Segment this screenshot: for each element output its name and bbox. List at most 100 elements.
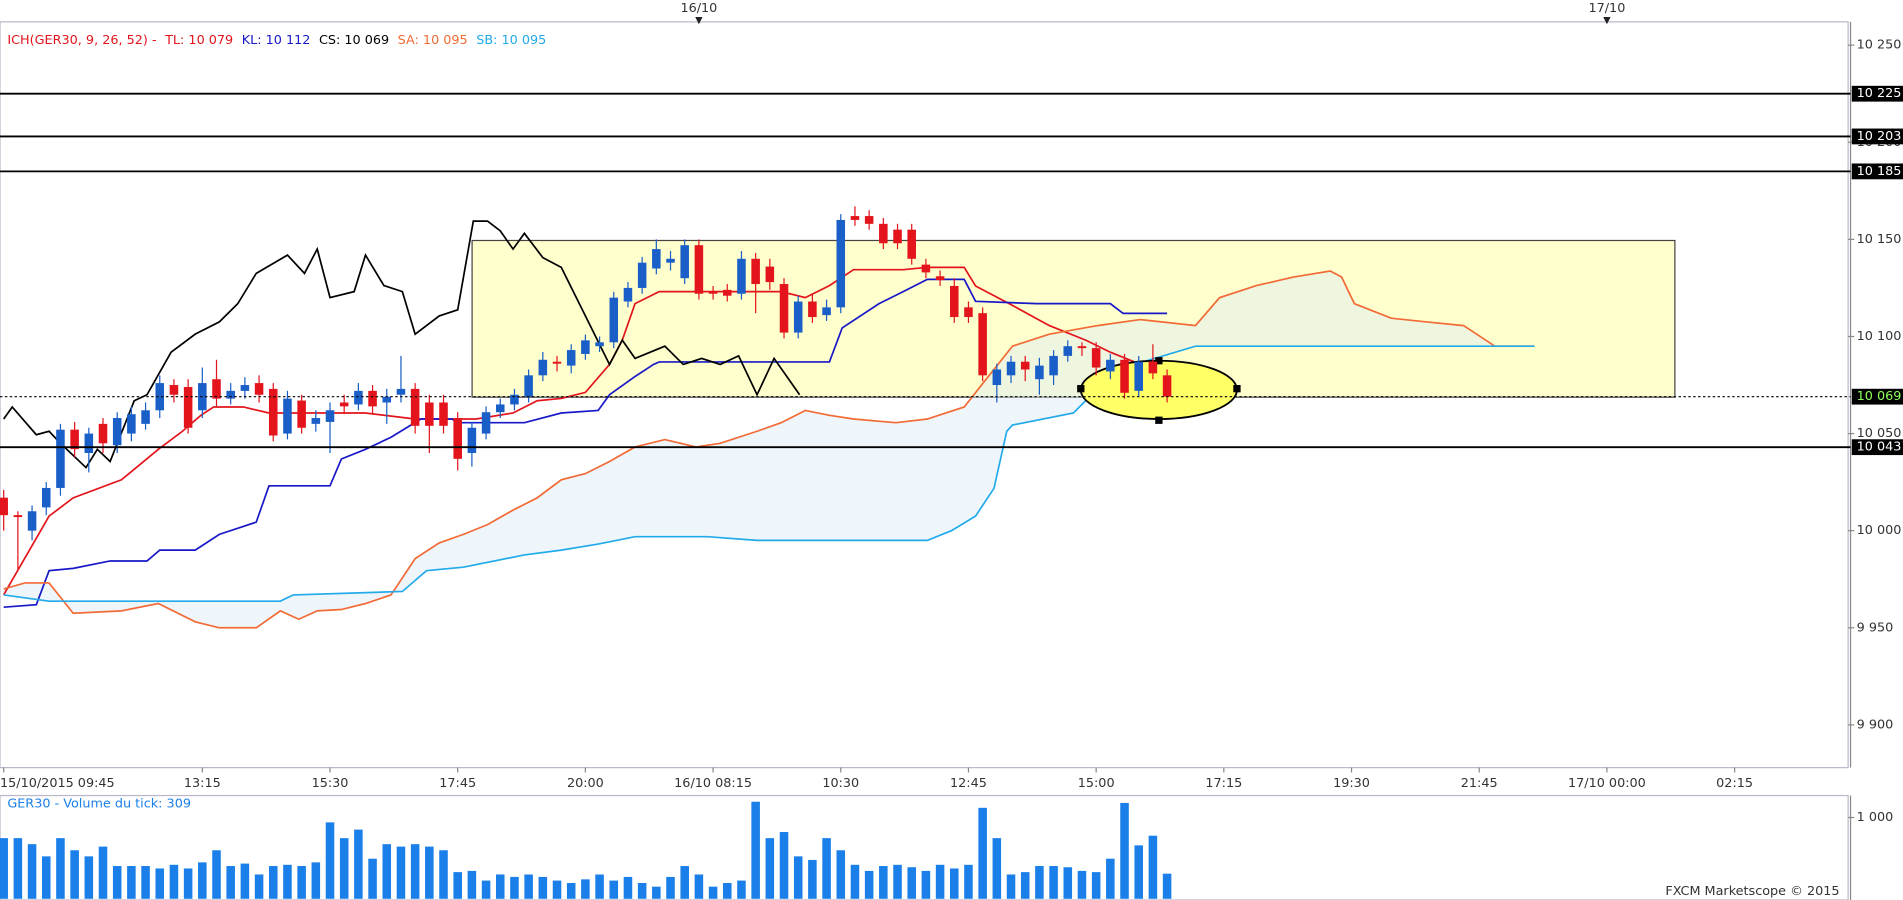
candle-body	[637, 262, 647, 288]
candle-body	[56, 429, 65, 488]
volume-bar	[779, 832, 789, 899]
volume-bar	[737, 880, 746, 899]
candle-body	[935, 276, 945, 281]
volume-bar	[907, 867, 916, 899]
candle-body	[566, 350, 576, 366]
x-tick-label: 15:00	[1078, 776, 1115, 791]
current-price-box	[1851, 388, 1903, 405]
volume-bar	[510, 876, 519, 899]
candle-body	[1148, 361, 1158, 374]
volume-bar	[992, 838, 1002, 899]
y-tick-label: 10 100	[1857, 329, 1902, 344]
volume-bar	[1049, 866, 1058, 899]
volume-bar	[978, 807, 987, 899]
volume-bar	[481, 880, 491, 899]
candle-body	[779, 284, 789, 333]
volume-bar	[41, 856, 51, 899]
x-tick-label: 19:30	[1333, 776, 1370, 791]
volume-bar	[751, 801, 760, 899]
candle-body	[27, 511, 37, 531]
candle-body	[907, 229, 916, 259]
candle-body	[1035, 365, 1044, 380]
volume-bar	[453, 872, 462, 899]
candle-body	[1162, 375, 1172, 397]
y-tick-label: 10 050	[1857, 426, 1902, 441]
candle-body	[13, 515, 23, 518]
candle-body	[850, 216, 860, 220]
candle-body	[84, 433, 94, 453]
candle-body	[921, 264, 931, 273]
y-tick-label: 10 000	[1857, 523, 1902, 538]
volume-bar	[127, 866, 136, 899]
candle-body	[992, 369, 1002, 386]
candle-body	[325, 410, 335, 422]
volume-bar	[1148, 835, 1158, 899]
candle-body	[354, 390, 363, 405]
volume-bar	[112, 866, 122, 899]
candle-body	[793, 301, 803, 333]
level-label-box	[1851, 163, 1903, 180]
volume-bar	[1006, 874, 1016, 899]
volume-bar	[84, 856, 94, 899]
candle-body	[722, 289, 732, 296]
handle	[1155, 357, 1163, 365]
level-label: 10 203	[1857, 129, 1902, 144]
volume-title: GER30 - Volume du tick: 309	[7, 797, 191, 812]
candle-body	[552, 361, 562, 364]
y-tick-label: 10 250	[1857, 38, 1902, 53]
indicator-line	[3, 345, 1535, 603]
candle-body	[623, 287, 633, 302]
candle-body	[382, 396, 392, 403]
candle-body	[183, 386, 193, 428]
volume-bar	[879, 866, 888, 899]
volume-bar	[964, 864, 973, 899]
volume-bar	[1020, 872, 1030, 899]
x-tick-label: 16/10 08:15	[674, 776, 752, 791]
legend-entry: SA: 10 095	[398, 33, 468, 48]
x-tick-label: 15/10/2015 09:45	[0, 776, 115, 791]
annotations	[471, 239, 1676, 398]
volume-bar	[212, 850, 221, 899]
volume-bar	[1120, 802, 1129, 899]
candle-body	[141, 410, 150, 424]
candle-body	[240, 385, 250, 391]
highlight	[1077, 357, 1241, 424]
candle-body	[950, 285, 959, 318]
candle-body	[169, 385, 179, 395]
legend-entry: KL: 10 112	[242, 33, 311, 48]
volume-bar	[864, 870, 874, 899]
candle-body	[864, 216, 874, 224]
volume-bar	[27, 844, 37, 899]
volume-bar	[694, 874, 704, 899]
legend-entry: TL: 10 079	[164, 33, 233, 48]
volume-bar	[396, 846, 406, 899]
x-tick-label: 10:30	[822, 776, 859, 791]
level-label-box	[1851, 439, 1903, 456]
top-tick	[1603, 17, 1611, 25]
candle-body	[893, 229, 902, 244]
handle	[1077, 385, 1085, 393]
candle-body	[339, 402, 349, 407]
candle-body	[765, 266, 775, 283]
volume-bar	[524, 874, 533, 899]
candle-body	[1020, 361, 1030, 370]
volume-bar	[609, 880, 619, 899]
volume-bar	[1134, 845, 1143, 899]
candle-body	[467, 427, 477, 453]
candle-body	[1091, 348, 1101, 368]
volume-bar	[410, 844, 420, 899]
candle-body	[609, 297, 619, 343]
candle-body	[538, 359, 548, 376]
candle-body	[268, 388, 278, 436]
indicator-line	[3, 278, 1168, 609]
top-tick-label: 17/10	[1588, 1, 1625, 16]
candle-body	[481, 412, 491, 434]
volume-bar	[652, 886, 661, 899]
candle-body	[680, 245, 689, 279]
candle-body	[708, 291, 718, 294]
candle-body	[595, 342, 604, 347]
volume-bar	[56, 838, 65, 899]
